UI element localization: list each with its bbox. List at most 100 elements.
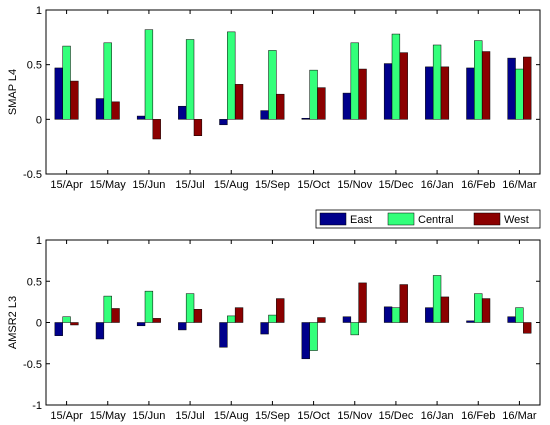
y-tick-label: -0.5 [23,359,42,371]
y-tick-label: 1 [36,235,42,247]
bar-central [391,307,401,323]
bar-west [399,52,408,120]
y-tick-label: 1 [36,5,42,17]
bar-central [268,50,277,120]
legend-label-central: Central [418,214,453,226]
bar-east [219,322,228,348]
legend-swatch-east [319,212,347,226]
y-tick-label: 0 [36,318,42,330]
legend-label-west: West [504,214,529,226]
x-tick-label: 15/Oct [297,179,329,191]
bar-east [260,322,269,335]
smap-panel: -0.5 0 0.5 1 15/Apr 15/May 15/Jun 15/Jul 15/Aug 1… [7,5,541,191]
bar-central [62,45,71,120]
bar-east [95,322,105,340]
bar-west [152,318,161,323]
bar-east [178,105,187,120]
bar-west [193,309,203,323]
y-tick-label: -0.5 [23,169,42,181]
bar-east [219,119,228,126]
y-tick-label: 0.5 [27,276,42,288]
y-tick-label: 0.5 [27,60,42,72]
bar-east [342,316,352,323]
x-tick-label: 15/Jun [132,410,165,422]
x-tick-label: 16/Jan [421,410,454,422]
legend: East Central West [315,209,541,229]
bar-central [432,44,442,120]
x-tick-label: 15/Sep [255,410,290,422]
y-axis-label: AMSR2 L3 [7,296,19,349]
bar-central [144,29,154,120]
bar-central [391,33,401,120]
x-tick-label: 15/Jun [132,179,165,191]
bar-east [260,110,269,120]
x-tick-label: 15/Sep [255,179,290,191]
bar-central [144,290,154,323]
legend-swatch-west [473,212,501,226]
bar-east [54,67,63,120]
bar-central [185,293,195,323]
bar-west [70,322,79,326]
bar-east [466,67,475,120]
x-tick-label: 15/Jul [175,410,204,422]
bar-central [474,293,483,323]
bar-east [301,117,310,120]
x-tick-label: 16/Feb [461,179,495,191]
bar-west [481,298,491,323]
x-tick-label: 15/Nov [337,179,372,191]
bar-east [178,322,187,331]
x-tick-label: 16/Mar [502,179,537,191]
bar-east [425,66,434,120]
bar-west [111,101,120,120]
bar-east [507,57,516,120]
amsr2-panel: -1 -0.5 0 0.5 1 15/Apr 15/May 15/Jun 15/Jul 15/Au… [7,235,541,422]
bar-central [309,69,318,120]
x-tick-label: 15/May [90,179,127,191]
bar-central [62,316,71,323]
x-tick-label: 15/Apr [50,179,83,191]
y-tick-label: -1 [32,400,42,412]
bar-east [136,115,146,120]
x-tick-label: 16/Mar [502,410,537,422]
bar-central [227,31,236,120]
bar-east [383,63,393,120]
bar-west [523,56,532,120]
bar-west [358,68,367,120]
bar-west [317,87,326,120]
bar-central [227,315,236,323]
bar-east [383,306,393,323]
bar-west [152,119,161,140]
bar-central [309,322,318,351]
x-tick-label: 16/Feb [461,410,495,422]
y-axis-label: SMAP L4 [7,69,19,115]
bar-east [342,92,352,120]
x-tick-label: 15/Dec [378,179,413,191]
bar-central [350,322,359,336]
bar-central [268,314,277,323]
bar-east [95,98,105,120]
bar-central [103,295,112,323]
legend-swatch-central [387,212,415,226]
bar-west [234,84,244,120]
x-tick-label: 15/Nov [337,410,372,422]
x-tick-label: 15/Dec [378,410,413,422]
bar-east [466,320,475,323]
bar-central [474,40,483,120]
bar-west [358,282,367,323]
x-tick-label: 15/Oct [297,410,329,422]
bar-west [440,296,450,323]
bar-east [507,316,516,323]
bar-central [515,307,524,323]
bar-west [193,119,203,136]
bar-east [425,307,434,323]
plot-area [45,9,541,175]
bar-central [185,39,195,120]
bar-west [234,307,244,323]
bar-west [276,298,285,323]
bar-west [276,93,285,120]
bar-west [317,317,326,323]
x-tick-label: 15/May [90,410,127,422]
y-tick-label: 0 [36,114,42,126]
x-tick-label: 15/Jul [175,179,204,191]
